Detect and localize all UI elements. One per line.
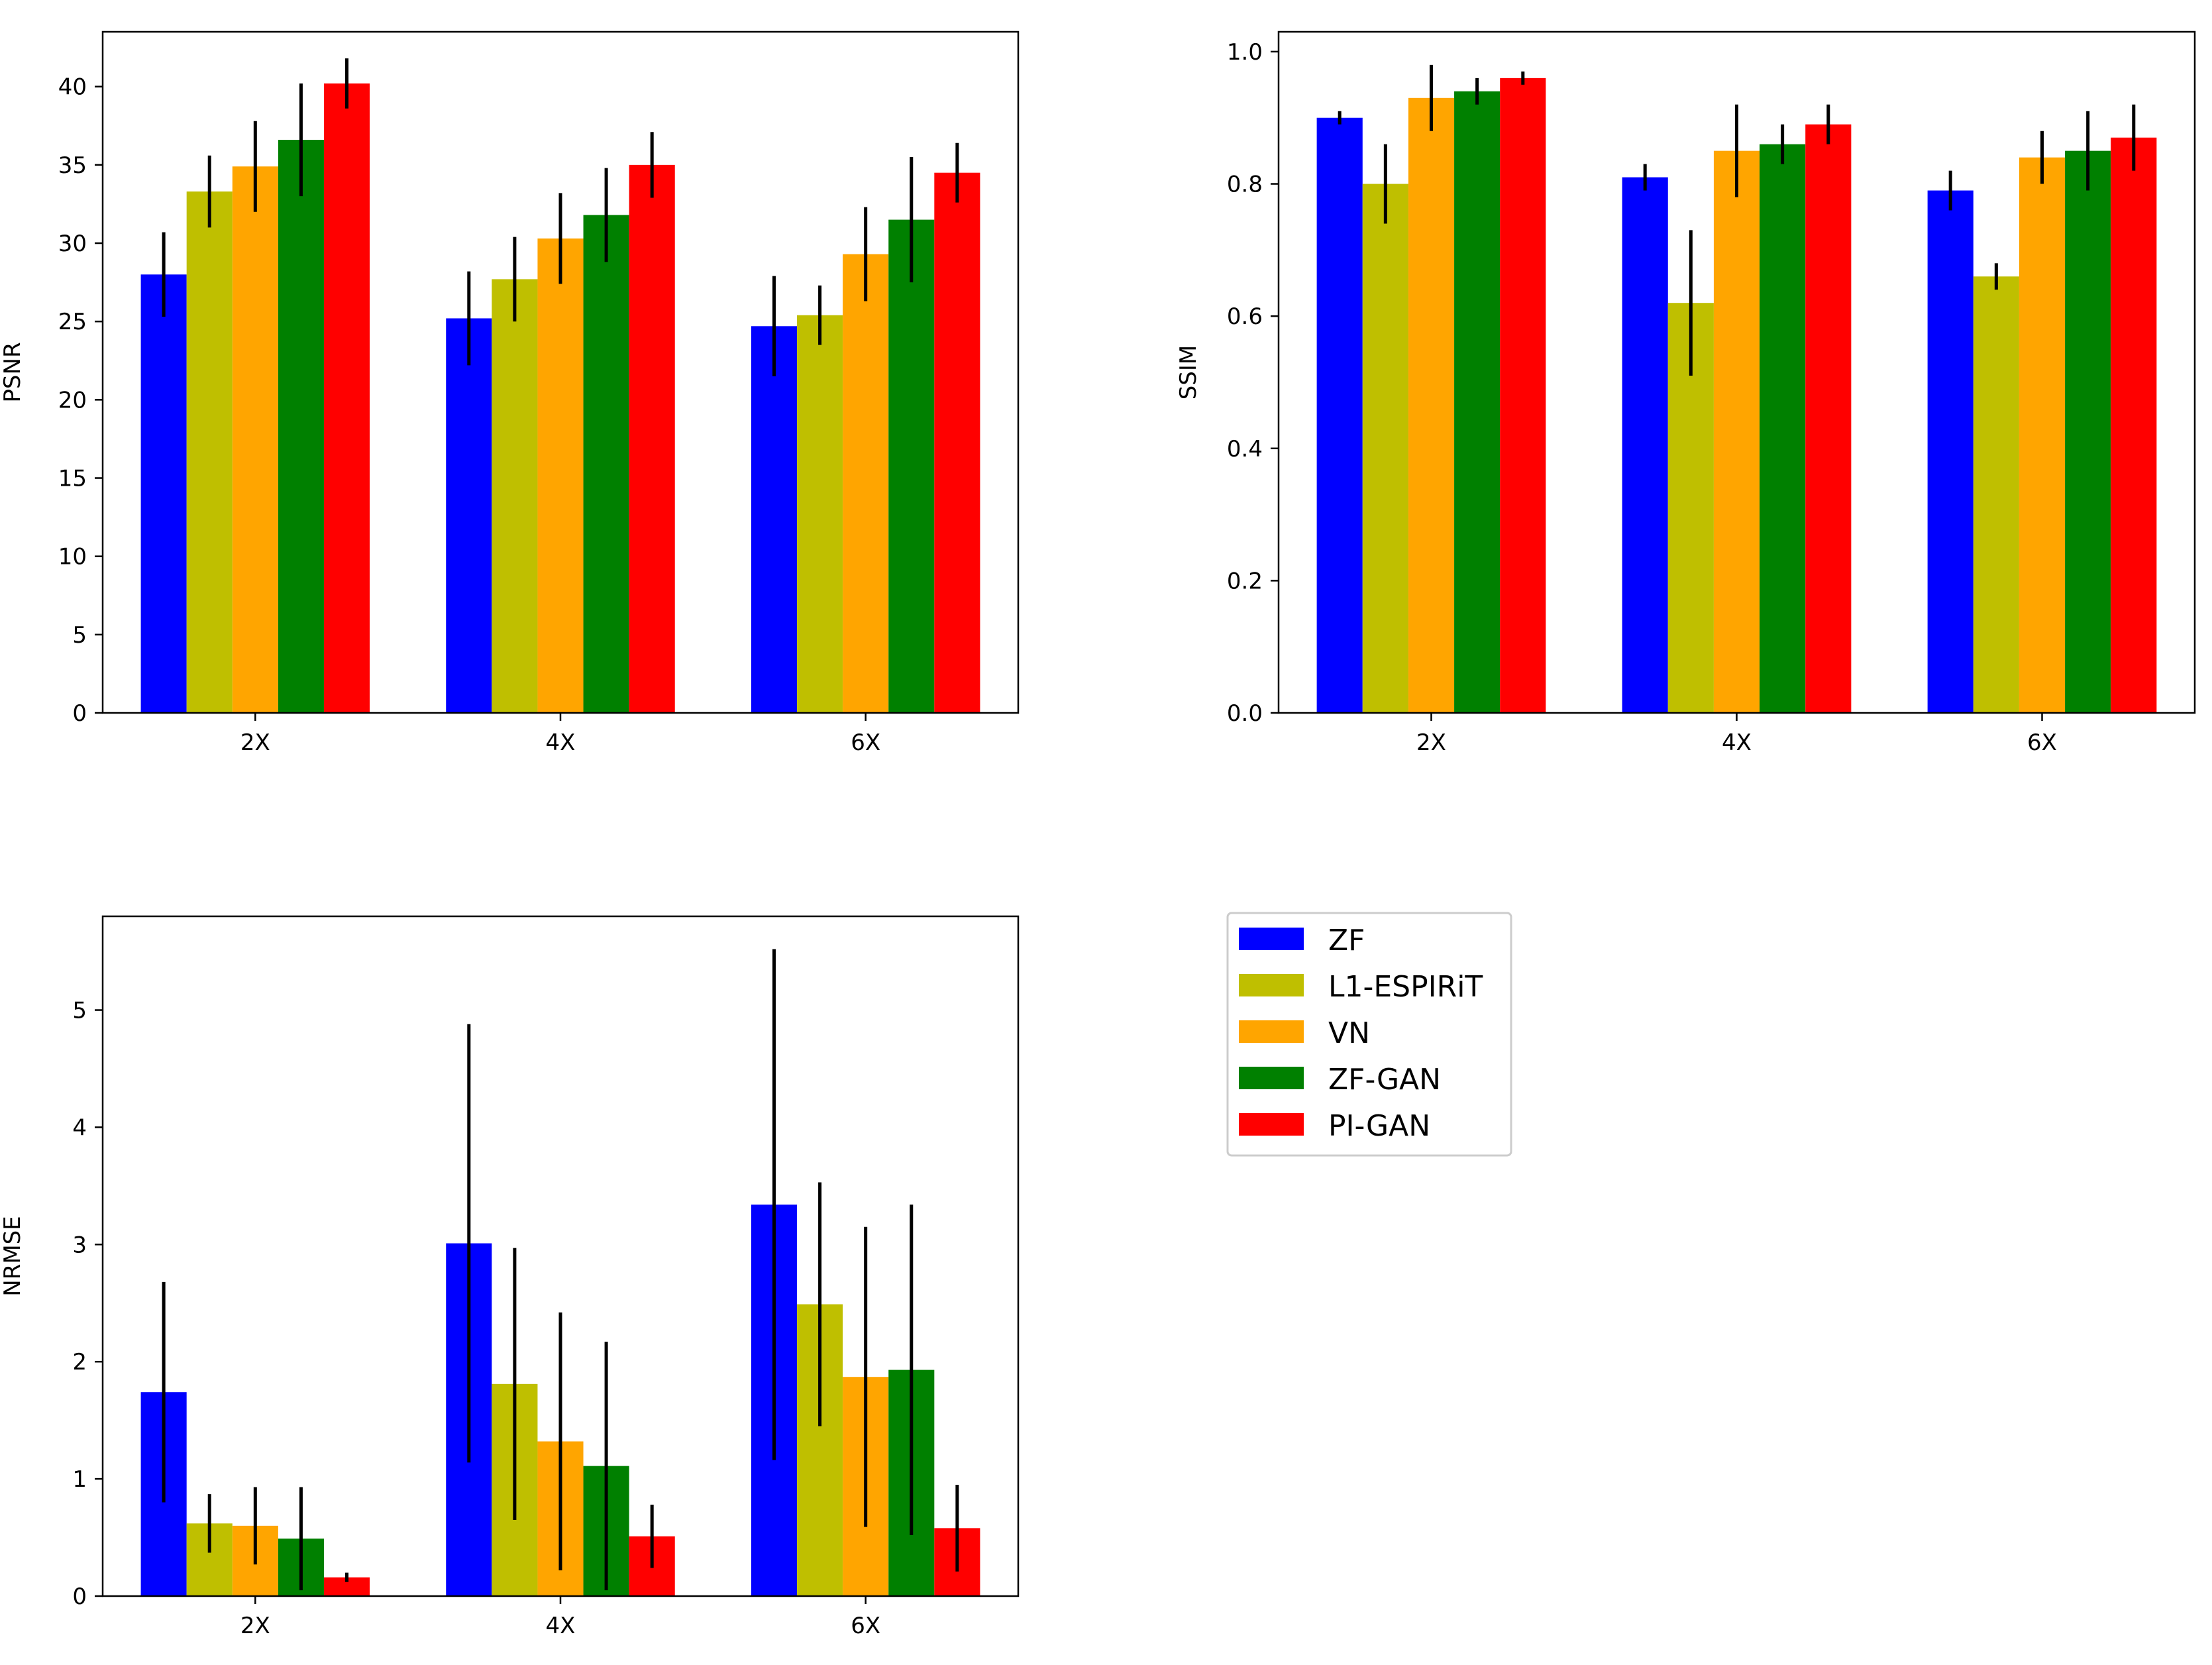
nrmse-ytick-label-5: 5 [72,998,87,1024]
legend-swatch-pi-gan [1239,1113,1304,1136]
legend-label-zf: ZF [1328,924,1365,957]
legend-swatch-l1-espirit [1239,974,1304,996]
psnr-bar-vn-2x [232,166,278,714]
ssim-bar-l1-espirit-6x [1973,276,2019,713]
ssim-bar-zf-gan-2x [1454,91,1501,713]
ssim-ytick-label-0: 0.0 [1227,700,1263,727]
psnr-chart: 0 5 10 15 20 25 30 35 40 2X 4X 6X PSNR [0,30,1020,756]
psnr-bar-zf-6x [751,326,798,713]
nrmse-ytick-label-4: 4 [72,1114,87,1141]
psnr-bar-pi-gan-4x [629,164,675,713]
nrmse-ytick-label-3: 3 [72,1232,87,1258]
psnr-bar-pi-gan-6x [934,172,980,713]
psnr-bar-l1-espirit-4x [492,279,538,713]
nrmse-chart: 0 1 2 3 4 5 2X 4X 6X NRMSE [0,915,1020,1639]
legend-label-zf-gan: ZF-GAN [1328,1063,1441,1097]
legend-frame [1226,912,1512,1157]
psnr-bar-vn-6x [843,254,889,714]
nrmse-ytick-label-2: 2 [72,1349,87,1375]
nrmse-ytick-label-0: 0 [72,1584,87,1610]
ssim-chart: 0.0 0.2 0.4 0.6 0.8 1.0 2X 4X 6X SSIM [1175,30,2196,756]
ssim-bar-zf-4x [1622,177,1668,713]
nrmse-xtick-label-6x: 6X [851,1613,880,1639]
nrmse-xtick-label-4x: 4X [546,1613,576,1639]
ssim-bar-zf-gan-6x [2065,150,2111,713]
ssim-bar-pi-gan-2x [1500,78,1546,714]
psnr-ylabel: PSNR [0,342,26,402]
legend-label-pi-gan: PI-GAN [1328,1109,1430,1143]
psnr-ytick-label-5: 25 [58,309,87,335]
ssim-ytick-label-2: 0.4 [1227,436,1263,462]
nrmse-xtick-label-2x: 2X [240,1613,270,1639]
psnr-ytick-label-7: 35 [58,152,87,179]
ssim-ytick-label-3: 0.6 [1227,303,1263,330]
legend: ZF L1-ESPIRiT VN ZF-GAN PI-GAN [1226,912,1512,1157]
psnr-bar-zf-gan-4x [583,215,629,713]
ssim-bar-vn-6x [2019,157,2066,713]
ssim-ytick-label-5: 1.0 [1227,39,1263,66]
psnr-bar-l1-espirit-2x [186,191,233,713]
psnr-bar-zf-gan-2x [278,140,324,713]
ssim-xtick-label-2x: 2X [1416,729,1446,756]
psnr-ytick-label-3: 15 [58,466,87,492]
psnr-bar-vn-4x [537,238,584,713]
ssim-bar-l1-espirit-2x [1362,184,1408,713]
legend-swatch-vn [1239,1020,1304,1043]
ssim-bar-zf-gan-4x [1760,144,1806,714]
nrmse-ylabel: NRMSE [0,1216,26,1296]
ssim-bar-pi-gan-6x [2111,137,2157,713]
legend-label-l1-espirit: L1-ESPIRiT [1328,970,1483,1004]
legend-swatch-zf-gan [1239,1067,1304,1089]
ssim-bar-pi-gan-4x [1805,124,1852,714]
psnr-ytick-label-1: 5 [72,622,87,649]
psnr-bar-zf-gan-6x [888,219,935,714]
psnr-xtick-label-2x: 2X [240,729,270,756]
psnr-ytick-label-2: 10 [58,544,87,570]
psnr-bar-zf-4x [446,318,492,714]
psnr-xtick-label-6x: 6X [851,729,880,756]
psnr-bar-l1-espirit-6x [797,315,843,713]
psnr-ytick-label-0: 0 [72,700,87,727]
nrmse-ytick-label-1: 1 [72,1466,87,1493]
legend-swatch-zf [1239,928,1304,950]
legend-label-vn: VN [1328,1016,1370,1050]
ssim-bar-vn-2x [1408,97,1455,713]
ssim-bar-vn-4x [1713,150,1760,713]
psnr-ytick-label-4: 20 [58,387,87,413]
psnr-ytick-label-8: 40 [58,74,87,101]
ssim-bar-zf-2x [1316,117,1363,713]
ssim-bar-zf-6x [1927,190,1974,713]
psnr-ytick-label-6: 30 [58,231,87,257]
ssim-ylabel: SSIM [1175,345,1202,400]
psnr-bar-zf-2x [140,274,187,713]
ssim-xtick-label-4x: 4X [1722,729,1752,756]
ssim-ytick-label-1: 0.2 [1227,568,1263,594]
ssim-ytick-label-4: 0.8 [1227,172,1263,198]
ssim-xtick-label-6x: 6X [2027,729,2057,756]
psnr-bar-pi-gan-2x [323,83,370,714]
psnr-xtick-label-4x: 4X [546,729,576,756]
